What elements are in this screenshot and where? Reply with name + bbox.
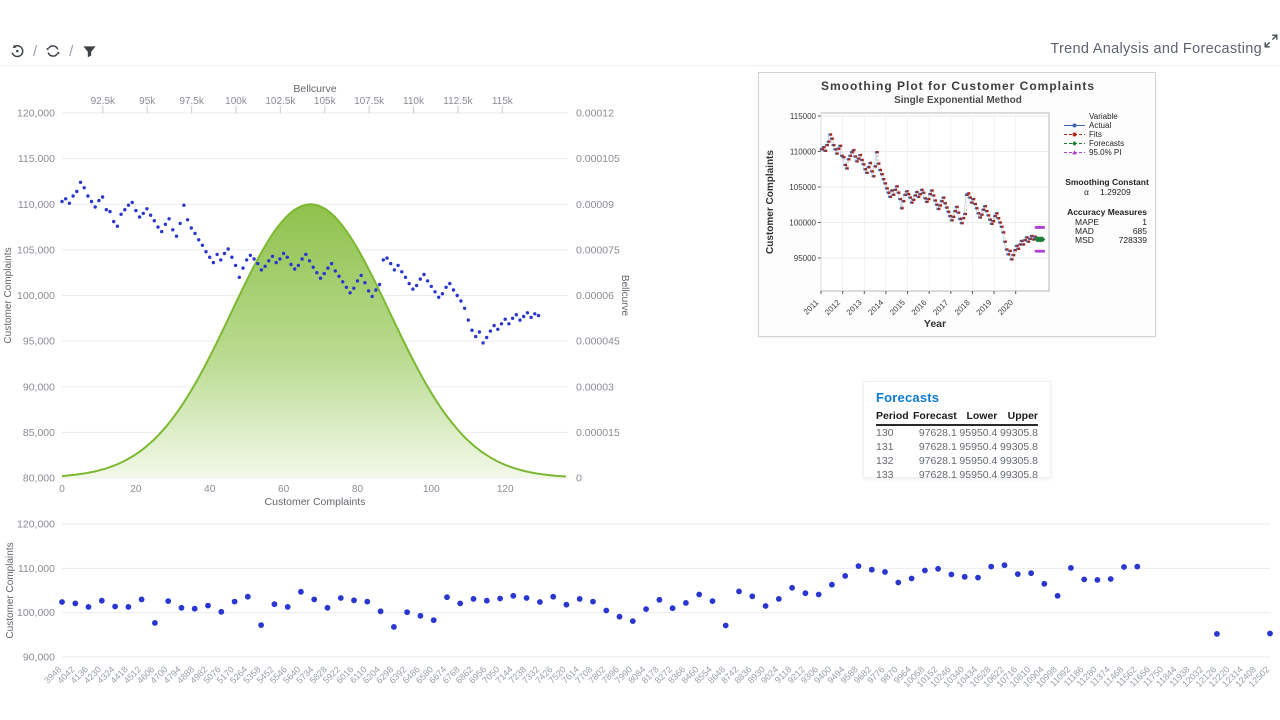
svg-text:90,000: 90,000 bbox=[23, 652, 55, 664]
svg-text:0: 0 bbox=[59, 484, 65, 495]
forecasts-table: Period Forecast Lower Upper 130 97628.1 95950.… bbox=[876, 409, 1038, 482]
svg-text:20: 20 bbox=[130, 484, 142, 495]
svg-text:120,000: 120,000 bbox=[17, 108, 55, 120]
svg-text:90,000: 90,000 bbox=[23, 381, 55, 393]
refresh-icon[interactable] bbox=[44, 42, 62, 60]
svg-text:1.29209: 1.29209 bbox=[1100, 187, 1131, 197]
toolbar: / / bbox=[8, 42, 98, 60]
svg-text:Forecasts: Forecasts bbox=[1089, 139, 1124, 148]
svg-text:100,000: 100,000 bbox=[17, 290, 55, 302]
svg-text:685: 685 bbox=[1133, 226, 1147, 236]
svg-text:105000: 105000 bbox=[789, 183, 816, 192]
forecast-row: 131 97628.1 95950.4 99305.8 bbox=[876, 441, 1038, 453]
svg-text:MAPE: MAPE bbox=[1075, 217, 1099, 227]
svg-text:Customer Complaints: Customer Complaints bbox=[765, 150, 776, 254]
svg-text:Accuracy Measures: Accuracy Measures bbox=[1067, 207, 1147, 217]
svg-text:Year: Year bbox=[924, 318, 946, 330]
svg-text:0.00003: 0.00003 bbox=[576, 381, 614, 393]
svg-text:Smoothing Constant: Smoothing Constant bbox=[1065, 177, 1149, 187]
filter-icon[interactable] bbox=[80, 42, 98, 60]
svg-text:Customer Complaints: Customer Complaints bbox=[5, 542, 16, 638]
svg-text:92.5k: 92.5k bbox=[91, 96, 116, 107]
page-title: Trend Analysis and Forecasting bbox=[1050, 41, 1262, 57]
svg-text:120: 120 bbox=[497, 484, 514, 495]
svg-text:100,000: 100,000 bbox=[17, 607, 55, 619]
svg-text:102.5k: 102.5k bbox=[265, 96, 296, 107]
forecast-row: 133 97628.1 95950.4 99305.8 bbox=[876, 469, 1038, 481]
forecast-row: 132 97628.1 95950.4 99305.8 bbox=[876, 455, 1038, 467]
svg-text:85,000: 85,000 bbox=[23, 427, 55, 439]
svg-text:0.00006: 0.00006 bbox=[576, 290, 614, 302]
svg-text:Actual: Actual bbox=[1089, 121, 1111, 130]
svg-text:110k: 110k bbox=[403, 96, 425, 107]
svg-text:Fits: Fits bbox=[1089, 130, 1102, 139]
svg-text:112.5k: 112.5k bbox=[443, 96, 473, 107]
svg-text:95k: 95k bbox=[139, 96, 156, 107]
svg-text:120,000: 120,000 bbox=[17, 519, 55, 531]
forecast-row: 130 97628.1 95950.4 99305.8 bbox=[876, 427, 1038, 439]
svg-text:0.00012: 0.00012 bbox=[576, 108, 614, 120]
svg-text:Bellcurve: Bellcurve bbox=[619, 275, 630, 317]
svg-text:97.5k: 97.5k bbox=[179, 96, 204, 107]
svg-text:1: 1 bbox=[1142, 217, 1147, 227]
expand-icon[interactable] bbox=[1264, 34, 1278, 48]
svg-text:40: 40 bbox=[204, 484, 216, 495]
svg-text:Customer Complaints: Customer Complaints bbox=[265, 496, 366, 508]
forecast-col-header: Upper bbox=[997, 409, 1038, 426]
forecasts-card: Forecasts Period Forecast Lower Upper 130 976… bbox=[863, 381, 1051, 481]
svg-text:100000: 100000 bbox=[789, 218, 816, 227]
svg-text:0.000015: 0.000015 bbox=[576, 427, 620, 439]
svg-text:105,000: 105,000 bbox=[17, 244, 55, 256]
svg-text:Smoothing Plot for Customer Co: Smoothing Plot for Customer Complaints bbox=[821, 79, 1095, 93]
svg-text:95000: 95000 bbox=[794, 254, 817, 263]
bellcurve-complaints-chart[interactable]: 120,000 0.00012 115,000 0.000105 110,000 0.00… bbox=[0, 80, 640, 512]
svg-text:Customer Complaints: Customer Complaints bbox=[3, 247, 14, 343]
svg-text:0.000105: 0.000105 bbox=[576, 153, 620, 165]
svg-text:MAD: MAD bbox=[1075, 226, 1094, 236]
svg-text:107.5k: 107.5k bbox=[354, 96, 385, 107]
undo-history-icon[interactable] bbox=[8, 42, 26, 60]
svg-text:α: α bbox=[1084, 187, 1089, 197]
svg-text:Single Exponential Method: Single Exponential Method bbox=[894, 95, 1022, 106]
svg-text:110000: 110000 bbox=[790, 147, 817, 156]
forecast-col-header: Forecast bbox=[910, 409, 957, 426]
svg-text:100k: 100k bbox=[225, 96, 248, 107]
svg-text:115k: 115k bbox=[492, 96, 514, 107]
svg-text:MSD: MSD bbox=[1075, 235, 1094, 245]
svg-text:0.000045: 0.000045 bbox=[576, 336, 620, 348]
svg-text:0: 0 bbox=[576, 473, 582, 485]
svg-text:80,000: 80,000 bbox=[23, 473, 55, 485]
svg-text:0.00009: 0.00009 bbox=[576, 199, 614, 211]
svg-text:115,000: 115,000 bbox=[18, 153, 55, 165]
svg-text:Variable: Variable bbox=[1089, 112, 1118, 121]
svg-text:100: 100 bbox=[423, 484, 440, 495]
svg-text:95.0% PI: 95.0% PI bbox=[1089, 148, 1121, 157]
svg-text:60: 60 bbox=[278, 484, 290, 495]
svg-text:Bellcurve: Bellcurve bbox=[293, 83, 336, 95]
forecast-col-header: Lower bbox=[956, 409, 998, 426]
svg-text:105k: 105k bbox=[314, 96, 337, 107]
svg-text:0.000075: 0.000075 bbox=[576, 244, 620, 256]
complaints-scatter-chart[interactable]: 120,000 110,000 100,000 90,000 3948 4042 4136 4… bbox=[0, 513, 1280, 718]
top-bar: / / Trend Analysis and Forecasting bbox=[0, 0, 1280, 66]
svg-text:115000: 115000 bbox=[790, 112, 817, 121]
toolbar-separator: / bbox=[69, 42, 74, 60]
forecasts-title: Forecasts bbox=[876, 390, 940, 405]
svg-text:80: 80 bbox=[352, 484, 364, 495]
smoothing-plot-card: Smoothing Plot for Customer Complaints Si… bbox=[758, 72, 1156, 337]
svg-text:110,000: 110,000 bbox=[18, 199, 55, 211]
svg-text:110,000: 110,000 bbox=[18, 563, 55, 575]
svg-text:95,000: 95,000 bbox=[23, 336, 55, 348]
svg-text:728339: 728339 bbox=[1119, 235, 1148, 245]
toolbar-separator: / bbox=[33, 42, 38, 60]
smoothing-plot-image[interactable]: Smoothing Plot for Customer Complaints Si… bbox=[759, 73, 1155, 341]
forecast-col-header: Period bbox=[876, 409, 910, 426]
